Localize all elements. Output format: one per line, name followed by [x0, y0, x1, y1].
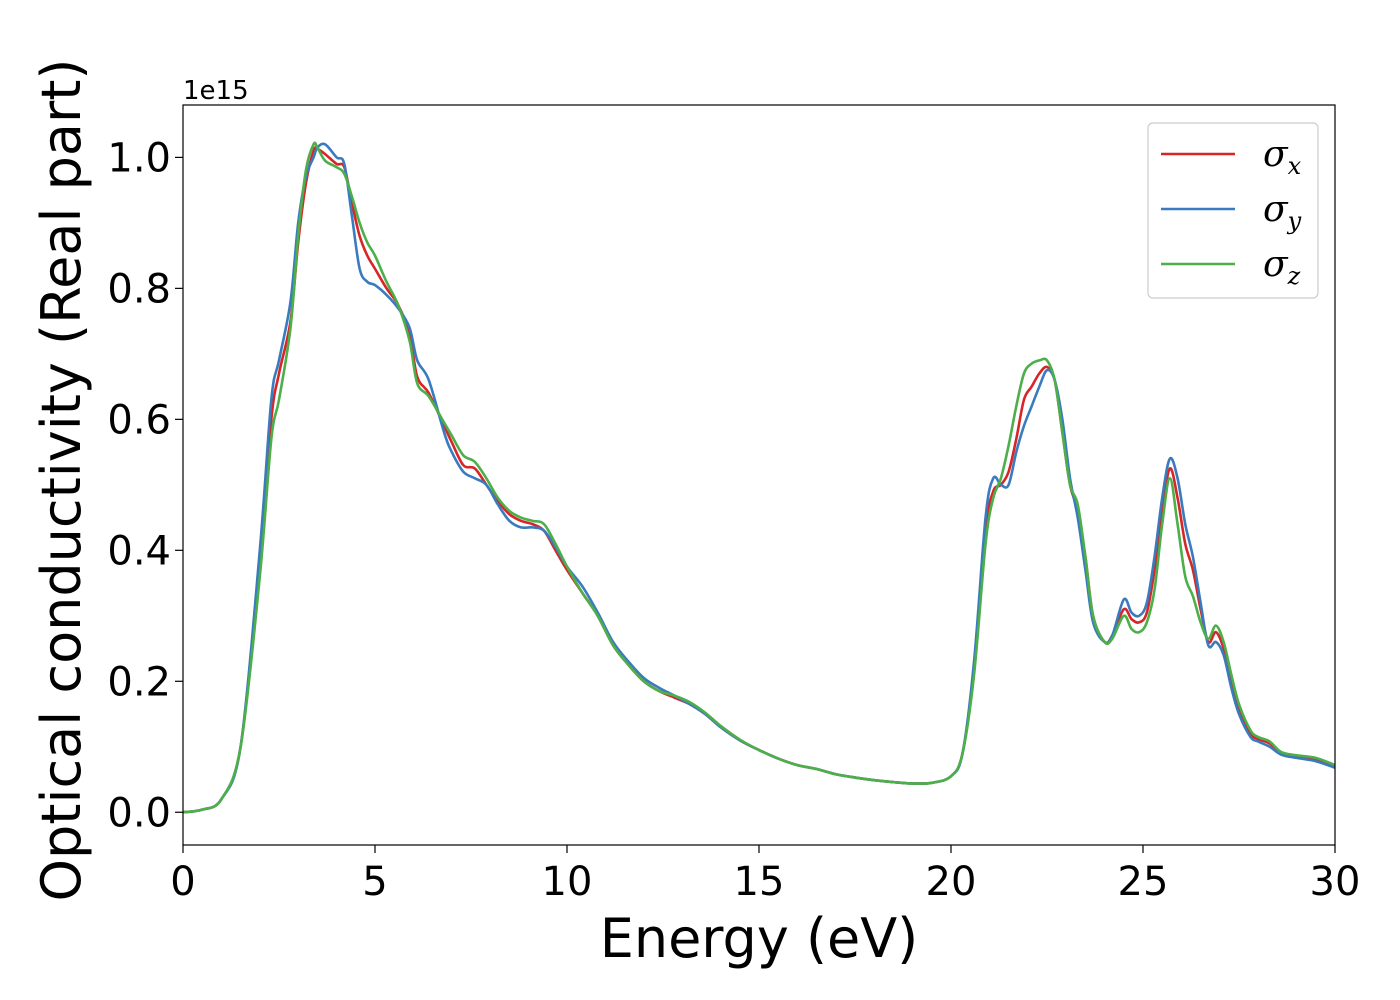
legend-subscript: y: [1287, 207, 1302, 235]
series-line-z: [183, 141, 1335, 814]
y-tick-label: 0.2: [107, 659, 171, 705]
y-tick-label: 0.0: [107, 790, 171, 836]
legend-entry-y: σy: [1263, 189, 1302, 235]
y-axis-label: Optical conductivity (Real part): [30, 59, 93, 902]
x-tick-label: 15: [734, 859, 785, 905]
legend-symbol: σ: [1263, 244, 1289, 285]
legend-subscript: z: [1287, 262, 1301, 290]
series-layer: [183, 141, 1335, 814]
y-tick-label: 0.8: [107, 266, 171, 312]
legend-symbol: σ: [1263, 134, 1289, 175]
ticks-layer: 0 5 10 15 20 25 30 0.0 0.2 0.4 0.6 0.8 1.0: [107, 135, 1360, 905]
y-offset-label: 1e15: [183, 76, 249, 106]
legend-entry-x: σx: [1263, 134, 1302, 180]
y-tick-label: 1.0: [107, 135, 171, 181]
x-tick-label: 30: [1310, 859, 1361, 905]
x-tick-label: 0: [170, 859, 195, 905]
x-tick-label: 5: [362, 859, 387, 905]
y-tick-label: 0.4: [107, 528, 171, 574]
legend-subscript: x: [1288, 152, 1302, 180]
x-tick-label: 25: [1118, 859, 1169, 905]
x-tick-label: 20: [926, 859, 977, 905]
x-axis-label: Energy (eV): [600, 907, 919, 970]
legend-symbol: σ: [1263, 189, 1289, 230]
legend-box: [1147, 122, 1319, 299]
legend-entry-z: σz: [1263, 244, 1301, 290]
y-tick-label: 0.6: [107, 397, 171, 443]
x-tick-label: 10: [542, 859, 593, 905]
